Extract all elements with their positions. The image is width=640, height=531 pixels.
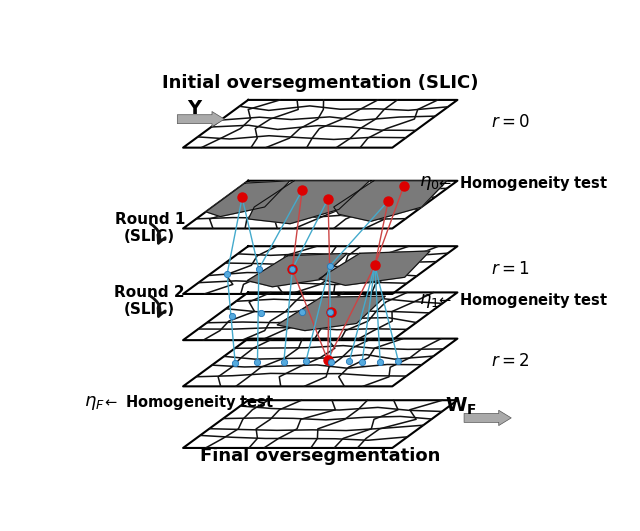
- Polygon shape: [277, 296, 385, 331]
- Text: $\leftarrow$ Homogeneity test: $\leftarrow$ Homogeneity test: [436, 174, 609, 193]
- Polygon shape: [319, 251, 430, 285]
- Text: $r = 0$: $r = 0$: [491, 113, 529, 131]
- Text: $r = 1$: $r = 1$: [491, 260, 529, 278]
- Text: Final oversegmentation: Final oversegmentation: [200, 447, 440, 465]
- Text: Round 2
(SLIC): Round 2 (SLIC): [115, 285, 185, 317]
- Text: $r = 2$: $r = 2$: [491, 352, 529, 370]
- Polygon shape: [247, 253, 348, 287]
- Text: Y: Y: [188, 99, 202, 118]
- Polygon shape: [183, 100, 458, 148]
- Polygon shape: [248, 181, 369, 224]
- Text: $\leftarrow$ Homogeneity test: $\leftarrow$ Homogeneity test: [102, 393, 274, 412]
- Text: $\eta_1$: $\eta_1$: [419, 292, 440, 310]
- Polygon shape: [206, 181, 290, 217]
- Polygon shape: [333, 181, 447, 221]
- Text: $\mathbf{W_F}$: $\mathbf{W_F}$: [445, 396, 477, 417]
- Text: Initial oversegmentation (SLIC): Initial oversegmentation (SLIC): [162, 74, 479, 92]
- Text: $\eta_0$: $\eta_0$: [419, 174, 440, 192]
- Polygon shape: [183, 246, 458, 294]
- Polygon shape: [183, 339, 458, 387]
- Text: $\eta_F$: $\eta_F$: [84, 393, 105, 412]
- Polygon shape: [183, 181, 458, 228]
- Text: Round 1
(SLIC): Round 1 (SLIC): [115, 211, 185, 244]
- Polygon shape: [183, 293, 458, 340]
- Text: $\leftarrow$ Homogeneity test: $\leftarrow$ Homogeneity test: [436, 292, 609, 311]
- Polygon shape: [183, 400, 458, 448]
